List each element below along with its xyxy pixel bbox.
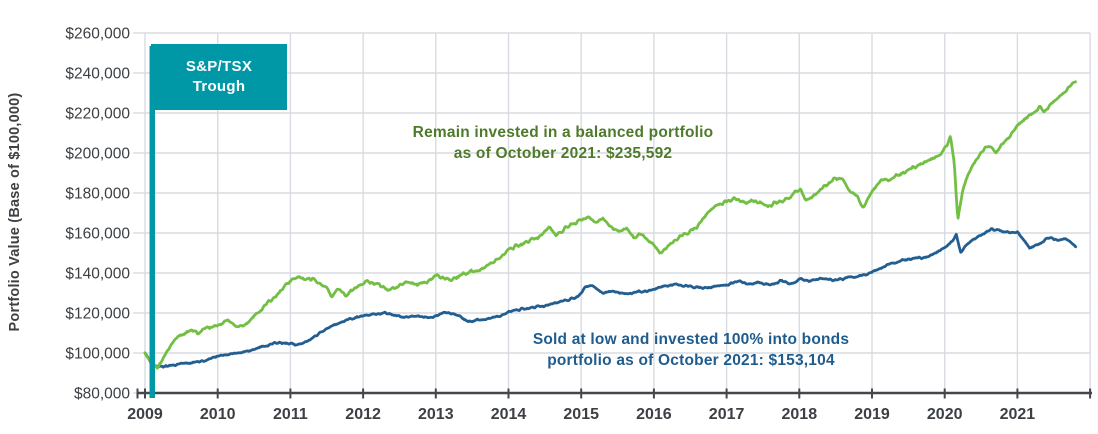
x-tick-label: 2017 <box>709 406 745 423</box>
y-tick-label: $120,000 <box>65 306 130 323</box>
x-tick-label: 2010 <box>200 406 236 423</box>
annotation-balanced-line1: Remain invested in a balanced portfolio <box>412 124 714 141</box>
y-tick-label: $140,000 <box>65 266 130 283</box>
x-tick-label: 2012 <box>345 406 381 423</box>
trough-callout-line1: S&P/TSX <box>185 58 253 75</box>
trough-callout: S&P/TSX Trough <box>151 44 287 110</box>
y-tick-label: $180,000 <box>65 186 130 203</box>
y-axis-title: Portfolio Value (Base of $100,000) <box>7 92 23 332</box>
x-tick-label: 2014 <box>491 406 527 423</box>
bonds-portfolio-line <box>143 227 1077 369</box>
y-tick-label: $100,000 <box>65 346 130 363</box>
x-tick-label: 2016 <box>636 406 672 423</box>
balanced-portfolio-line <box>143 80 1077 370</box>
x-tick-label: 2018 <box>782 406 818 423</box>
annotation-bonds-portfolio: Sold at low and invested 100% into bonds… <box>533 329 849 371</box>
y-tick-label: $220,000 <box>65 106 130 123</box>
x-tick-label: 2011 <box>273 406 308 423</box>
trough-callout-line2: Trough <box>192 78 246 95</box>
x-tick-label: 2009 <box>127 406 163 423</box>
annotation-bonds-line2: portfolio as of October 2021: $153,104 <box>547 352 835 369</box>
annotation-balanced-line2: as of October 2021: $235,592 <box>453 145 673 162</box>
x-tick-label: 2013 <box>418 406 454 423</box>
x-tick-label: 2020 <box>927 406 963 423</box>
x-tick-label: 2015 <box>563 406 599 423</box>
annotation-balanced-portfolio: Remain invested in a balanced portfolio … <box>413 122 714 164</box>
y-tick-label: $200,000 <box>65 146 130 163</box>
x-tick-label: 2019 <box>854 406 890 423</box>
y-tick-label: $240,000 <box>65 66 130 83</box>
annotation-bonds-line1: Sold at low and invested 100% into bonds <box>532 331 850 348</box>
y-tick-label: $160,000 <box>65 226 130 243</box>
y-tick-label: $80,000 <box>74 386 130 403</box>
y-tick-label: $260,000 <box>65 26 130 43</box>
x-tick-label: 2021 <box>1000 406 1036 423</box>
